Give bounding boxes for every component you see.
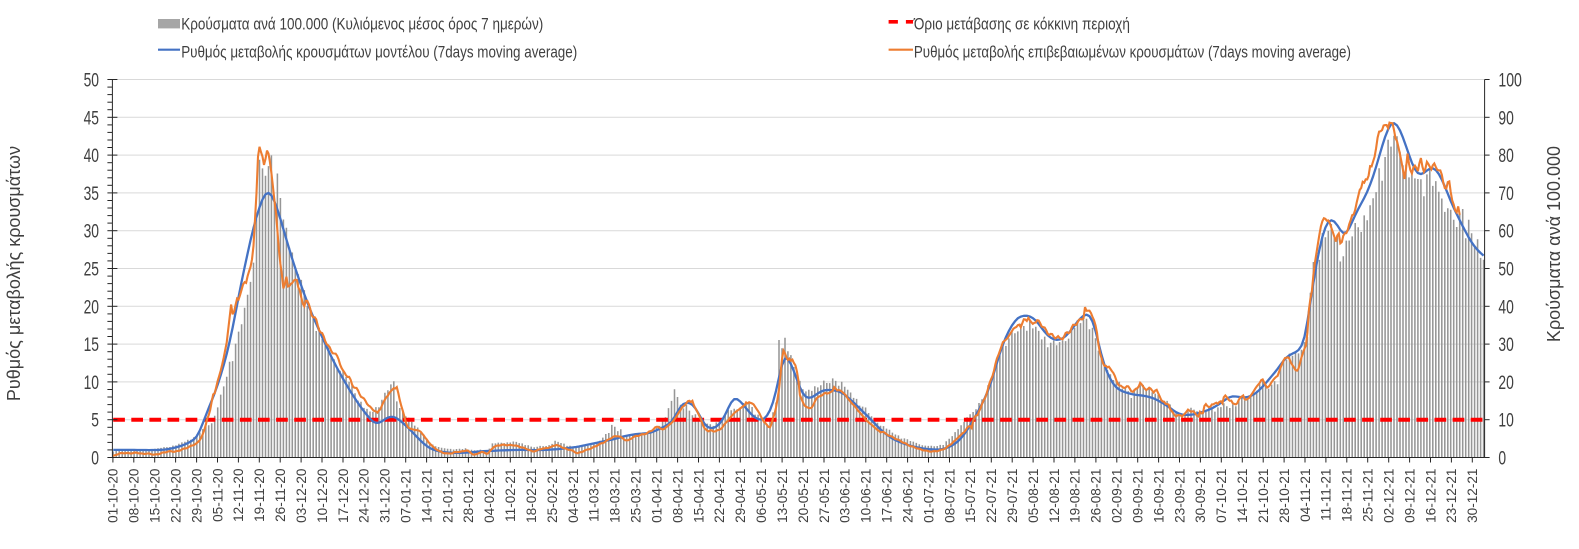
- svg-text:25-02-21: 25-02-21: [545, 469, 560, 523]
- svg-text:09-12-21: 09-12-21: [1402, 469, 1417, 523]
- svg-text:10-06-21: 10-06-21: [859, 469, 874, 523]
- svg-text:29-10-20: 29-10-20: [189, 468, 204, 523]
- svg-text:07-10-21: 07-10-21: [1214, 469, 1229, 523]
- svg-text:29-07-21: 29-07-21: [1005, 469, 1020, 523]
- svg-text:35: 35: [84, 183, 100, 205]
- svg-text:29-04-21: 29-04-21: [733, 469, 748, 523]
- svg-text:Κρούσματα ανά 100.000 (Κυλιόμε: Κρούσματα ανά 100.000 (Κυλιόμενος μέσος …: [181, 15, 543, 34]
- svg-text:25: 25: [84, 259, 100, 281]
- svg-text:24-12-20: 24-12-20: [357, 468, 372, 523]
- svg-text:10: 10: [84, 372, 100, 394]
- svg-text:16-09-21: 16-09-21: [1151, 469, 1166, 523]
- svg-text:15-10-20: 15-10-20: [148, 468, 163, 523]
- svg-text:12-11-20: 12-11-20: [231, 468, 246, 522]
- svg-text:07-01-21: 07-01-21: [399, 469, 414, 523]
- svg-text:03-06-21: 03-06-21: [838, 469, 853, 523]
- svg-text:06-05-21: 06-05-21: [754, 469, 769, 523]
- svg-text:26-08-21: 26-08-21: [1089, 469, 1104, 523]
- svg-text:11-11-21: 11-11-21: [1319, 469, 1334, 521]
- svg-text:70: 70: [1498, 183, 1514, 205]
- svg-text:16-12-21: 16-12-21: [1423, 469, 1438, 523]
- svg-text:25-11-21: 25-11-21: [1361, 469, 1376, 522]
- svg-text:45: 45: [84, 107, 100, 129]
- svg-text:13-05-21: 13-05-21: [775, 469, 790, 523]
- svg-text:27-05-21: 27-05-21: [817, 469, 832, 523]
- svg-text:0: 0: [91, 448, 99, 470]
- svg-text:22-10-20: 22-10-20: [168, 468, 183, 523]
- svg-text:11-03-21: 11-03-21: [587, 469, 602, 522]
- svg-text:26-11-20: 26-11-20: [273, 468, 288, 522]
- svg-text:11-02-21: 11-02-21: [503, 469, 518, 522]
- svg-text:04-03-21: 04-03-21: [566, 469, 581, 523]
- svg-text:19-08-21: 19-08-21: [1068, 469, 1083, 523]
- svg-text:20-05-21: 20-05-21: [796, 469, 811, 523]
- svg-text:04-11-21: 04-11-21: [1298, 469, 1313, 522]
- svg-text:01-07-21: 01-07-21: [921, 469, 936, 523]
- svg-text:08-07-21: 08-07-21: [942, 469, 957, 523]
- svg-text:01-10-20: 01-10-20: [106, 468, 121, 523]
- svg-text:28-10-21: 28-10-21: [1277, 469, 1292, 523]
- svg-text:25-03-21: 25-03-21: [629, 469, 644, 523]
- svg-text:24-06-21: 24-06-21: [900, 469, 915, 523]
- svg-text:30-09-21: 30-09-21: [1193, 469, 1208, 523]
- svg-text:40: 40: [1498, 296, 1514, 318]
- svg-text:Ρυθμός μεταβολής επιβεβαιωμένω: Ρυθμός μεταβολής επιβεβαιωμένων κρουσμάτ…: [914, 42, 1351, 61]
- svg-text:20: 20: [1498, 372, 1514, 394]
- svg-text:23-09-21: 23-09-21: [1172, 469, 1187, 523]
- svg-text:20: 20: [84, 296, 100, 318]
- svg-text:12-08-21: 12-08-21: [1047, 469, 1062, 523]
- svg-text:15: 15: [84, 334, 100, 356]
- svg-text:22-04-21: 22-04-21: [712, 469, 727, 523]
- svg-text:19-11-20: 19-11-20: [252, 468, 267, 522]
- svg-text:02-12-21: 02-12-21: [1382, 469, 1397, 523]
- svg-text:05-11-20: 05-11-20: [210, 468, 225, 522]
- svg-text:03-12-20: 03-12-20: [294, 468, 309, 523]
- svg-text:5: 5: [91, 410, 99, 432]
- svg-text:18-03-21: 18-03-21: [608, 469, 623, 523]
- svg-text:21-01-21: 21-01-21: [440, 469, 455, 523]
- svg-text:Ρυθμός μεταβολής κρουσμάτων: Ρυθμός μεταβολής κρουσμάτων: [4, 146, 24, 401]
- svg-text:01-04-21: 01-04-21: [650, 469, 665, 523]
- svg-text:15-04-21: 15-04-21: [691, 469, 706, 523]
- svg-text:17-06-21: 17-06-21: [880, 469, 895, 523]
- svg-text:14-01-21: 14-01-21: [419, 469, 434, 523]
- svg-text:Κρούσματα ανά 100.000: Κρούσματα ανά 100.000: [1544, 146, 1564, 342]
- svg-text:10-12-20: 10-12-20: [315, 468, 330, 523]
- svg-text:09-09-21: 09-09-21: [1131, 469, 1146, 523]
- svg-text:28-01-21: 28-01-21: [461, 469, 476, 523]
- svg-text:90: 90: [1498, 107, 1514, 129]
- svg-text:50: 50: [84, 70, 100, 92]
- svg-text:30: 30: [1498, 334, 1514, 356]
- svg-text:Όριο μετάβασης σε κόκκινη περι: Όριο μετάβασης σε κόκκινη περιοχή: [913, 15, 1130, 34]
- svg-text:08-10-20: 08-10-20: [127, 468, 142, 523]
- svg-text:80: 80: [1498, 145, 1514, 167]
- svg-text:100: 100: [1498, 70, 1522, 92]
- svg-text:Ρυθμός μεταβολής κρουσμάτων μο: Ρυθμός μεταβολής κρουσμάτων μοντέλου (7d…: [181, 42, 577, 61]
- svg-text:17-12-20: 17-12-20: [336, 468, 351, 523]
- svg-text:0: 0: [1498, 448, 1506, 470]
- svg-text:10: 10: [1498, 410, 1514, 432]
- svg-text:30-12-21: 30-12-21: [1465, 469, 1480, 523]
- svg-text:05-08-21: 05-08-21: [1026, 469, 1041, 523]
- svg-text:21-10-21: 21-10-21: [1256, 469, 1271, 523]
- svg-text:60: 60: [1498, 221, 1514, 243]
- svg-text:30: 30: [84, 221, 100, 243]
- svg-text:18-02-21: 18-02-21: [524, 469, 539, 523]
- svg-text:22-07-21: 22-07-21: [984, 469, 999, 523]
- svg-text:15-07-21: 15-07-21: [963, 469, 978, 523]
- svg-text:18-11-21: 18-11-21: [1340, 469, 1355, 522]
- svg-text:08-04-21: 08-04-21: [670, 469, 685, 523]
- svg-text:31-12-20: 31-12-20: [378, 468, 393, 523]
- svg-text:04-02-21: 04-02-21: [482, 469, 497, 523]
- svg-text:02-09-21: 02-09-21: [1110, 469, 1125, 523]
- svg-text:23-12-21: 23-12-21: [1444, 469, 1459, 523]
- svg-text:40: 40: [84, 145, 100, 167]
- svg-text:50: 50: [1498, 259, 1514, 281]
- svg-text:14-10-21: 14-10-21: [1235, 469, 1250, 523]
